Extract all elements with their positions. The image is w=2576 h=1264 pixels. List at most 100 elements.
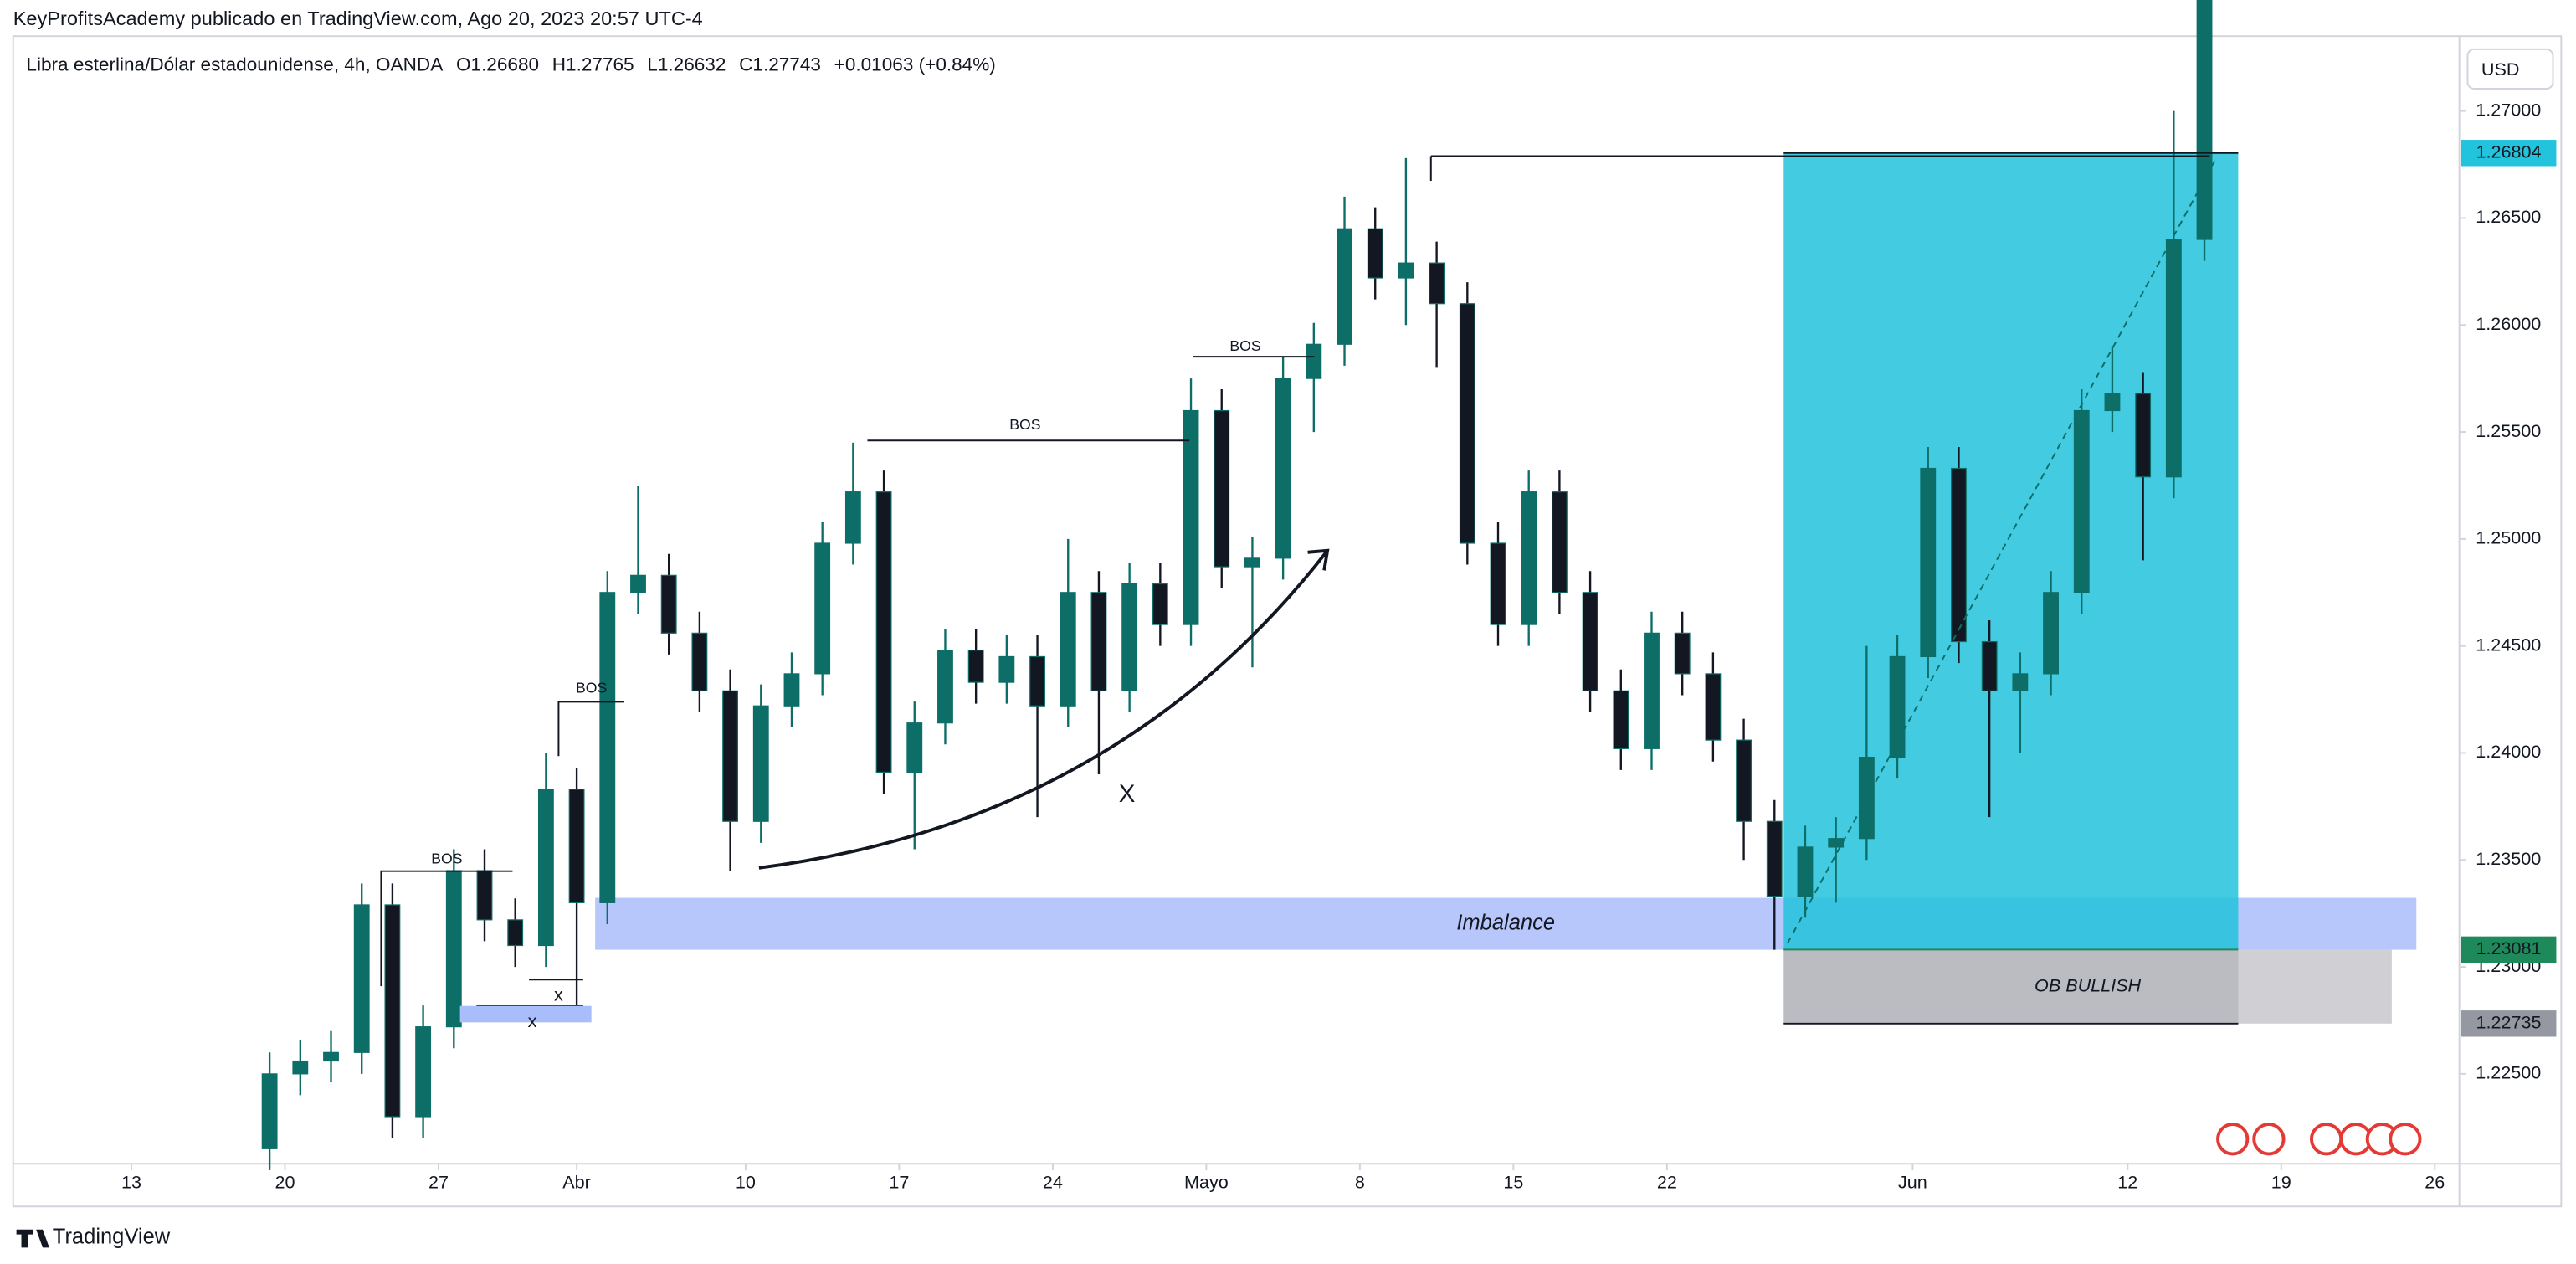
price-label: 1.26804 bbox=[2476, 141, 2542, 162]
candle-body bbox=[2135, 393, 2152, 478]
candle-body bbox=[1459, 303, 1475, 544]
candle-body bbox=[1060, 592, 1076, 707]
bos-line bbox=[557, 701, 624, 757]
annotation: BOS bbox=[1009, 416, 1040, 433]
x-tick-label: 19 bbox=[2271, 1171, 2291, 1192]
trade-line bbox=[1786, 160, 2215, 944]
y-tick-label: 1.24000 bbox=[2476, 741, 2541, 762]
currency-button[interactable] bbox=[2466, 48, 2554, 90]
candle-body bbox=[292, 1060, 309, 1075]
ohlc: H1.27765 bbox=[552, 54, 634, 75]
bos-line bbox=[380, 870, 513, 987]
candle-body bbox=[415, 1026, 432, 1118]
x-tick-label: 26 bbox=[2425, 1171, 2445, 1192]
candle-body bbox=[2196, 0, 2213, 240]
candle-body bbox=[445, 870, 462, 1028]
zone bbox=[1783, 949, 2392, 1024]
candle-body bbox=[1797, 846, 1814, 897]
candle-body bbox=[1152, 583, 1168, 625]
candle-body bbox=[1029, 655, 1045, 707]
candle-body bbox=[783, 673, 800, 707]
candle-body bbox=[814, 542, 831, 675]
x-tick-label: 13 bbox=[121, 1171, 141, 1192]
x-tick-label: 24 bbox=[1043, 1171, 1063, 1192]
candle-body bbox=[2073, 409, 2090, 593]
candle-body bbox=[630, 574, 646, 593]
candle-body bbox=[353, 904, 370, 1053]
event-icons bbox=[2216, 1123, 2422, 1156]
price-label-bg bbox=[2461, 936, 2557, 963]
candle-body bbox=[1490, 542, 1506, 625]
arrow-head bbox=[1307, 548, 1330, 571]
x-tick-label: Abr bbox=[562, 1171, 591, 1192]
candle-body bbox=[1214, 409, 1230, 568]
candles bbox=[261, 0, 2213, 1170]
y-tick-label: 1.22500 bbox=[2476, 1062, 2541, 1083]
candle-body bbox=[1429, 262, 1445, 305]
candle-body bbox=[476, 870, 493, 921]
x-tick-label: 8 bbox=[1355, 1171, 1365, 1192]
x-tick-label: 15 bbox=[1503, 1171, 1523, 1192]
publish-info: KeyProfitsAcademy publicado en TradingVi… bbox=[13, 8, 703, 29]
price-label: 1.22735 bbox=[2476, 1012, 2542, 1033]
event-icon[interactable] bbox=[2252, 1123, 2286, 1156]
candle-body bbox=[875, 491, 892, 773]
x-tick-label: 22 bbox=[1657, 1171, 1677, 1192]
candle-body bbox=[844, 491, 861, 544]
y-tick-label: 1.25500 bbox=[2476, 420, 2541, 441]
candle-body bbox=[998, 655, 1015, 683]
symbol-title: Libra esterlina/Dólar estadounidense, 4h… bbox=[26, 54, 995, 75]
x-tick-label: Jun bbox=[1898, 1171, 1927, 1192]
zone-label: OB BULLISH bbox=[2035, 974, 2142, 995]
currency[interactable]: USD bbox=[2481, 59, 2520, 80]
annotation: X bbox=[1119, 780, 1136, 808]
annotation: x bbox=[554, 984, 563, 1005]
candle-body bbox=[937, 650, 953, 724]
candle-body bbox=[1306, 343, 1322, 379]
y-tick-label: 1.25000 bbox=[2476, 527, 2541, 548]
candle-body bbox=[1889, 655, 1906, 758]
price-label-bg bbox=[2461, 140, 2557, 167]
candle-body bbox=[1705, 673, 1722, 741]
candle-body bbox=[1828, 838, 1845, 848]
candle-body bbox=[1674, 632, 1691, 675]
annotation: BOS bbox=[576, 679, 607, 696]
ohlc: O1.26680 bbox=[456, 54, 539, 75]
candle-body bbox=[323, 1051, 339, 1062]
candle-body bbox=[261, 1073, 278, 1149]
stop-box bbox=[1783, 949, 2239, 1024]
event-icon[interactable] bbox=[2216, 1123, 2250, 1156]
candle-body bbox=[691, 632, 708, 691]
change: +0.01063 (+0.84%) bbox=[834, 54, 996, 75]
candle-body bbox=[1183, 409, 1199, 625]
candle-body bbox=[1244, 557, 1260, 568]
annotation: BOS bbox=[1229, 337, 1260, 354]
candle-body bbox=[2165, 239, 2182, 478]
candle-body bbox=[906, 722, 923, 773]
y-tick-label: 1.26500 bbox=[2476, 206, 2541, 227]
small-zone bbox=[459, 1005, 592, 1023]
candle-body bbox=[1521, 491, 1537, 625]
candle-body bbox=[384, 904, 401, 1118]
watermark: TradingView bbox=[53, 1225, 171, 1248]
candle-body bbox=[599, 592, 616, 903]
y-tick-label: 1.27000 bbox=[2476, 99, 2541, 120]
y-tick-label: 1.24500 bbox=[2476, 634, 2541, 655]
candle-body bbox=[1582, 592, 1598, 691]
event-icon[interactable] bbox=[2389, 1123, 2422, 1156]
frame bbox=[12, 35, 2563, 1208]
candle-body bbox=[507, 919, 524, 947]
ohlc: C1.27743 bbox=[739, 54, 821, 75]
price-label: 1.23081 bbox=[2476, 938, 2542, 958]
candle-body bbox=[1551, 491, 1568, 593]
event-icon[interactable] bbox=[2309, 1123, 2343, 1156]
candle-body bbox=[1121, 583, 1138, 691]
zone-label: Imbalance bbox=[1456, 911, 1555, 934]
candle-body bbox=[1981, 640, 1998, 691]
symbol: Libra esterlina/Dólar estadounidense, 4h… bbox=[26, 54, 443, 75]
x-tick-label: 10 bbox=[736, 1171, 756, 1192]
ohlc: L1.26632 bbox=[647, 54, 726, 75]
annotation: BOS bbox=[431, 850, 462, 867]
